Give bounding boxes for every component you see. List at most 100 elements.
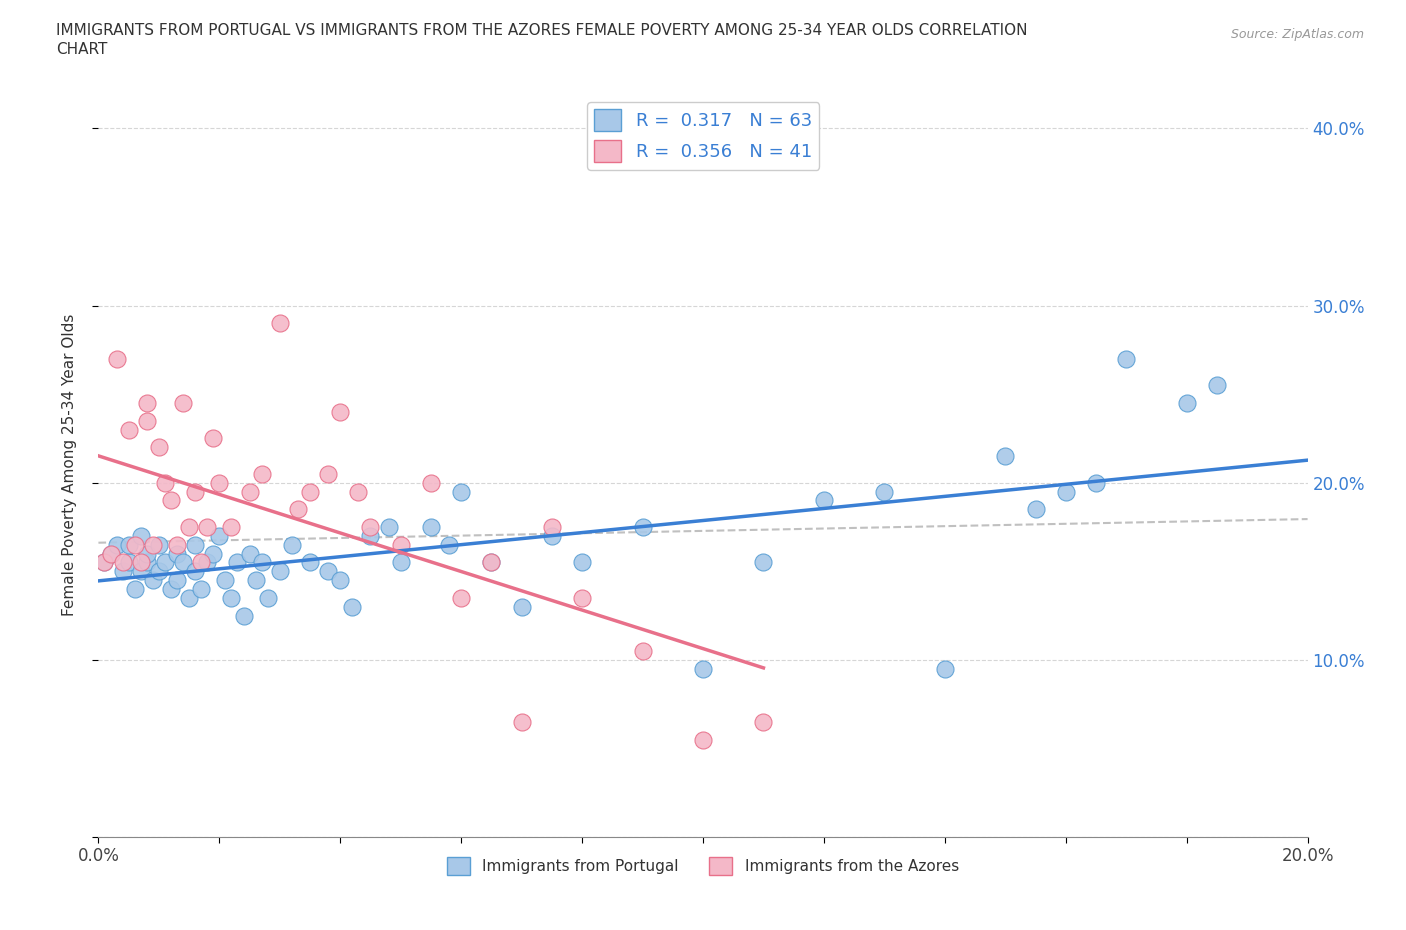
Point — [135, 546, 157, 561]
Point — [481, 555, 503, 570]
Point — [160, 493, 183, 508]
Point — [752, 714, 775, 729]
Point — [389, 538, 412, 552]
Point — [692, 732, 714, 747]
Point — [245, 573, 267, 588]
Point — [540, 528, 562, 543]
Point — [208, 528, 231, 543]
Point — [184, 485, 207, 499]
Point — [347, 485, 370, 499]
Point — [118, 555, 141, 570]
Point — [299, 485, 322, 499]
Point — [377, 520, 399, 535]
Point — [208, 475, 231, 490]
Point — [202, 546, 225, 561]
Point — [190, 555, 212, 570]
Point — [166, 573, 188, 588]
Point — [135, 413, 157, 428]
Point — [172, 555, 194, 570]
Point — [389, 555, 412, 570]
Point — [221, 591, 243, 605]
Point — [166, 546, 188, 561]
Point — [93, 555, 115, 570]
Point — [342, 599, 364, 614]
Point — [1024, 502, 1046, 517]
Point — [160, 581, 183, 596]
Point — [153, 555, 176, 570]
Point — [316, 467, 339, 482]
Point — [540, 520, 562, 535]
Point — [250, 467, 273, 482]
Point — [752, 555, 775, 570]
Point — [450, 591, 472, 605]
Point — [239, 546, 262, 561]
Point — [202, 431, 225, 445]
Point — [481, 555, 503, 570]
Point — [281, 538, 304, 552]
Point — [994, 448, 1017, 463]
Point — [179, 591, 201, 605]
Point — [195, 555, 218, 570]
Point — [232, 608, 254, 623]
Point — [148, 440, 170, 455]
Y-axis label: Female Poverty Among 25-34 Year Olds: Female Poverty Among 25-34 Year Olds — [62, 313, 77, 617]
Point — [142, 538, 165, 552]
Point — [1085, 475, 1108, 490]
Point — [437, 538, 460, 552]
Legend: Immigrants from Portugal, Immigrants from the Azores: Immigrants from Portugal, Immigrants fro… — [441, 851, 965, 882]
Point — [571, 591, 593, 605]
Point — [1206, 378, 1229, 392]
Point — [179, 520, 201, 535]
Point — [172, 395, 194, 410]
Point — [329, 573, 352, 588]
Point — [329, 405, 352, 419]
Point — [153, 475, 176, 490]
Text: IMMIGRANTS FROM PORTUGAL VS IMMIGRANTS FROM THE AZORES FEMALE POVERTY AMONG 25-3: IMMIGRANTS FROM PORTUGAL VS IMMIGRANTS F… — [56, 23, 1028, 38]
Point — [873, 485, 896, 499]
Point — [420, 520, 443, 535]
Point — [221, 520, 243, 535]
Point — [100, 546, 122, 561]
Point — [135, 555, 157, 570]
Point — [269, 564, 291, 578]
Point — [148, 564, 170, 578]
Point — [510, 599, 533, 614]
Point — [135, 395, 157, 410]
Point — [118, 538, 141, 552]
Point — [93, 555, 115, 570]
Point — [148, 538, 170, 552]
Point — [299, 555, 322, 570]
Point — [129, 528, 152, 543]
Point — [105, 538, 128, 552]
Point — [256, 591, 278, 605]
Point — [111, 564, 134, 578]
Point — [111, 555, 134, 570]
Point — [124, 581, 146, 596]
Point — [631, 644, 654, 658]
Point — [934, 661, 956, 676]
Point — [105, 352, 128, 366]
Point — [100, 546, 122, 561]
Point — [124, 538, 146, 552]
Point — [510, 714, 533, 729]
Point — [250, 555, 273, 570]
Text: CHART: CHART — [56, 42, 108, 57]
Point — [195, 520, 218, 535]
Point — [813, 493, 835, 508]
Point — [214, 573, 236, 588]
Point — [316, 564, 339, 578]
Point — [166, 538, 188, 552]
Point — [1054, 485, 1077, 499]
Point — [1175, 395, 1198, 410]
Point — [269, 316, 291, 331]
Point — [360, 528, 382, 543]
Point — [692, 661, 714, 676]
Point — [129, 564, 152, 578]
Point — [1115, 352, 1137, 366]
Point — [239, 485, 262, 499]
Point — [287, 502, 309, 517]
Point — [571, 555, 593, 570]
Point — [420, 475, 443, 490]
Point — [129, 555, 152, 570]
Point — [631, 520, 654, 535]
